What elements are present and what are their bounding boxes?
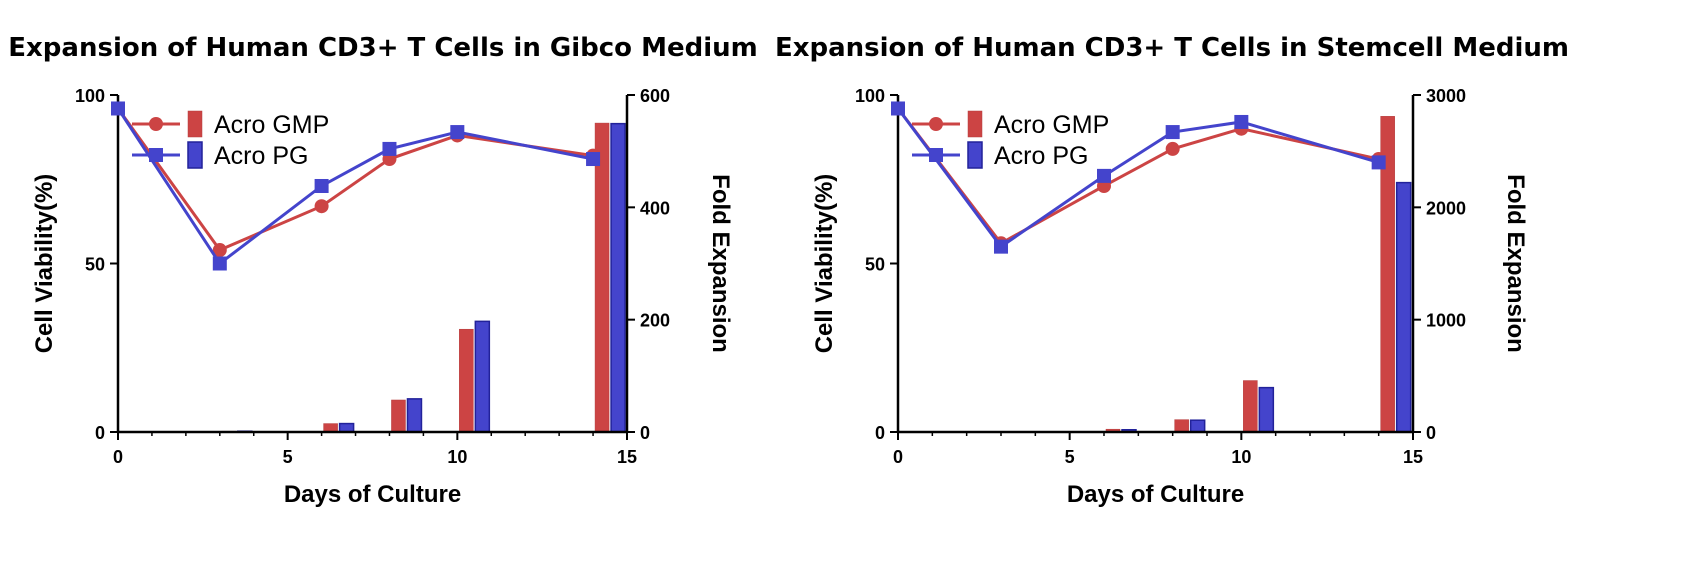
point-acro-gmp-day-8	[1165, 141, 1180, 156]
y-left-tick-label: 100	[855, 86, 885, 106]
y-axis-right-title: Fold Expansion	[707, 174, 734, 353]
bar-acro-pg-day-10	[1258, 386, 1275, 433]
point-acro-gmp-day-6	[314, 199, 329, 214]
bar-acro-pg-day-10	[474, 320, 491, 433]
x-axis-title: Days of Culture	[1067, 481, 1244, 508]
y-axis-left-title: Cell Viability(%)	[811, 174, 838, 354]
x-tick-label: 10	[1231, 447, 1251, 467]
y-left-tick-label: 0	[95, 423, 105, 443]
point-acro-pg-day-14	[1371, 155, 1386, 170]
y-right-tick-label: 200	[640, 311, 670, 331]
point-acro-pg-day-6	[1097, 168, 1111, 183]
bar-acro-pg-day-14	[1395, 181, 1412, 433]
line-acro-pg	[896, 107, 1380, 249]
x-axis-title: Days of Culture	[284, 481, 461, 508]
bar-acro-gmp-day-10	[459, 328, 474, 433]
x-tick-label: 5	[283, 447, 293, 467]
chart-panel-1: Expansion of Human CD3+ T Cells in Gibco…	[8, 33, 757, 508]
y-right-tick-label: 600	[640, 86, 670, 106]
legend-bar-acro-gmp	[187, 110, 203, 138]
chart-panel-2: Expansion of Human CD3+ T Cells in Stemc…	[775, 33, 1569, 508]
point-acro-pg-day-6	[314, 178, 329, 193]
chart-title: Expansion of Human CD3+ T Cells in Gibco…	[8, 33, 757, 63]
x-tick-label: 15	[617, 447, 637, 467]
point-acro-pg-day-8	[382, 141, 397, 156]
legend-marker-acro-pg	[929, 148, 943, 162]
bar-acro-pg-day-8	[1189, 419, 1206, 433]
chart-title: Expansion of Human CD3+ T Cells in Stemc…	[775, 33, 1569, 63]
y-axis-left-title: Cell Viability(%)	[31, 174, 58, 354]
x-tick-label: 15	[1403, 447, 1423, 467]
point-acro-pg-day-8	[1165, 125, 1180, 140]
legend-label-acro-pg: Acro PG	[994, 142, 1088, 170]
legend-label-acro-gmp: Acro GMP	[994, 111, 1109, 139]
bar-acro-pg-day-8	[406, 398, 423, 433]
point-acro-pg-day-0	[891, 101, 905, 116]
x-tick-label: 10	[447, 447, 467, 467]
bar-acro-gmp-day-6	[323, 423, 338, 433]
y-right-tick-label: 3000	[1426, 86, 1466, 106]
bar-acro-gmp-day-14	[594, 122, 610, 433]
legend-bar-acro-pg	[967, 141, 983, 169]
point-acro-pg-day-3	[994, 239, 1008, 254]
y-left-tick-label: 0	[875, 423, 885, 443]
y-axis-right-title: Fold Expansion	[1502, 174, 1529, 353]
y-right-tick-label: 2000	[1426, 198, 1466, 218]
y-right-tick-label: 400	[640, 198, 670, 218]
x-tick-label: 0	[113, 447, 123, 467]
legend-bar-acro-pg	[187, 141, 203, 169]
line-acro-pg	[116, 107, 594, 266]
legend-marker-acro-gmp	[929, 117, 943, 131]
bar-acro-pg-day-6	[338, 422, 355, 433]
point-acro-pg-day-10	[1234, 114, 1249, 129]
bar-acro-gmp-day-8	[1174, 419, 1189, 433]
line-acro-gmp	[896, 107, 1379, 246]
point-acro-pg-day-0	[111, 101, 125, 116]
legend-label-acro-pg: Acro PG	[214, 142, 308, 170]
y-right-tick-label: 1000	[1426, 311, 1466, 331]
x-tick-label: 0	[893, 447, 903, 467]
x-tick-label: 5	[1065, 447, 1075, 467]
point-acro-pg-day-3	[212, 256, 227, 271]
point-acro-pg-day-14	[586, 152, 601, 167]
legend: Acro GMP Acro PG	[132, 110, 329, 170]
bar-acro-pg-day-14	[610, 122, 626, 433]
point-acro-pg-day-10	[450, 125, 465, 140]
bar-acro-gmp-day-8	[391, 399, 406, 433]
bar-acro-gmp-day-10	[1243, 380, 1258, 433]
line-acro-gmp	[116, 107, 594, 252]
y-right-tick-label: 0	[640, 423, 650, 443]
y-left-tick-label: 50	[865, 255, 885, 275]
y-left-tick-label: 100	[75, 86, 105, 106]
legend-marker-acro-gmp	[149, 117, 163, 131]
point-acro-gmp-day-3	[212, 243, 227, 258]
legend-marker-acro-pg	[149, 148, 163, 162]
legend-bar-acro-gmp	[967, 110, 983, 138]
legend: Acro GMP Acro PG	[912, 110, 1109, 170]
legend-label-acro-gmp: Acro GMP	[214, 111, 329, 139]
y-right-tick-label: 0	[1426, 423, 1436, 443]
y-left-tick-label: 50	[85, 255, 105, 275]
